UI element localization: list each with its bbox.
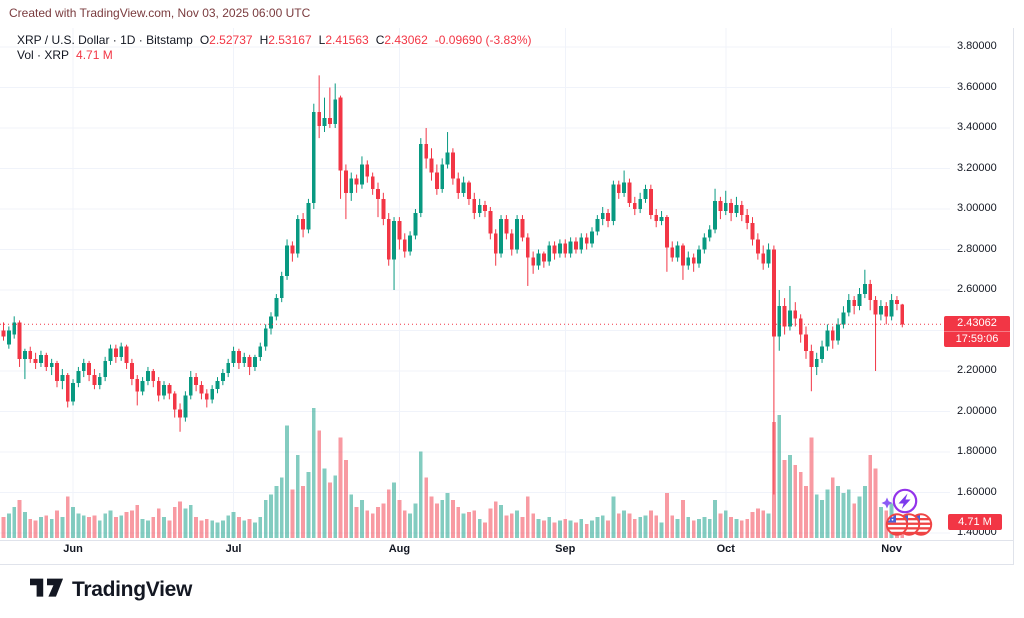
ohlc-pair: C2.43062 — [375, 33, 428, 47]
time-tick-label: Sep — [555, 543, 576, 555]
price-tick-label: 1.60000 — [957, 485, 997, 498]
ohlc-pair: L2.41563 — [318, 33, 369, 47]
time-tick-label: Jun — [63, 543, 83, 555]
price-tick-label: 3.60000 — [957, 80, 997, 93]
time-tick-label: Nov — [881, 543, 902, 555]
price-tick-label: 3.20000 — [957, 161, 997, 174]
legend-symbol-row: XRP / U.S. Dollar · 1D · Bitstamp O2.527… — [17, 33, 532, 48]
price-tick-label: 2.60000 — [957, 283, 997, 295]
ohlc-pair: H2.53167 — [259, 33, 312, 47]
bar-countdown: 17:59:06 — [944, 331, 1010, 347]
volume-label: Vol · XRP — [17, 48, 70, 62]
reaction-icons[interactable] — [876, 484, 940, 540]
lightning-circle-icon[interactable] — [892, 488, 918, 514]
price-tick-label: 3.00000 — [957, 202, 997, 214]
symbol-title: XRP / U.S. Dollar · 1D · Bitstamp — [17, 33, 193, 47]
chart-legend: XRP / U.S. Dollar · 1D · Bitstamp O2.527… — [17, 33, 532, 63]
tradingview-logo-text: TradingView — [72, 578, 193, 601]
ohlc-values: O2.52737 H2.53167 L2.41563 C2.43062 — [200, 33, 428, 48]
last-price-value: 2.43062 — [957, 317, 997, 330]
legend-volume-row: Vol · XRP 4.71 M — [17, 48, 532, 63]
price-tick-label: 2.80000 — [957, 242, 997, 255]
time-tick-label: Aug — [388, 543, 411, 555]
price-tick-label: 3.80000 — [957, 40, 997, 52]
sparkle-icon — [881, 497, 893, 509]
price-tick-label: 1.80000 — [957, 445, 997, 457]
volume-badge: 4.71 M — [948, 514, 1002, 530]
price-tick-label: 3.40000 — [957, 121, 997, 133]
ohlc-pair: O2.52737 — [199, 33, 253, 47]
time-tick-label: Oct — [716, 543, 735, 555]
volume-value: 4.71 M — [76, 48, 113, 62]
tradingview-logo-mark — [30, 578, 64, 597]
time-tick-label: Jul — [225, 543, 242, 555]
attribution-text: Created with TradingView.com, Nov 03, 20… — [9, 6, 311, 20]
usa-flag-coin-icon-group[interactable] — [885, 513, 933, 536]
price-tick-label: 2.00000 — [957, 404, 997, 417]
last-price-badge: 2.43062 17:59:06 — [944, 316, 1010, 348]
tradingview-logo[interactable]: TradingView — [30, 577, 192, 603]
price-tick-label: 2.20000 — [957, 364, 997, 376]
change-value: -0.09690 (-3.83%) — [434, 33, 532, 47]
usa-flag-coin-icon — [885, 513, 909, 536]
